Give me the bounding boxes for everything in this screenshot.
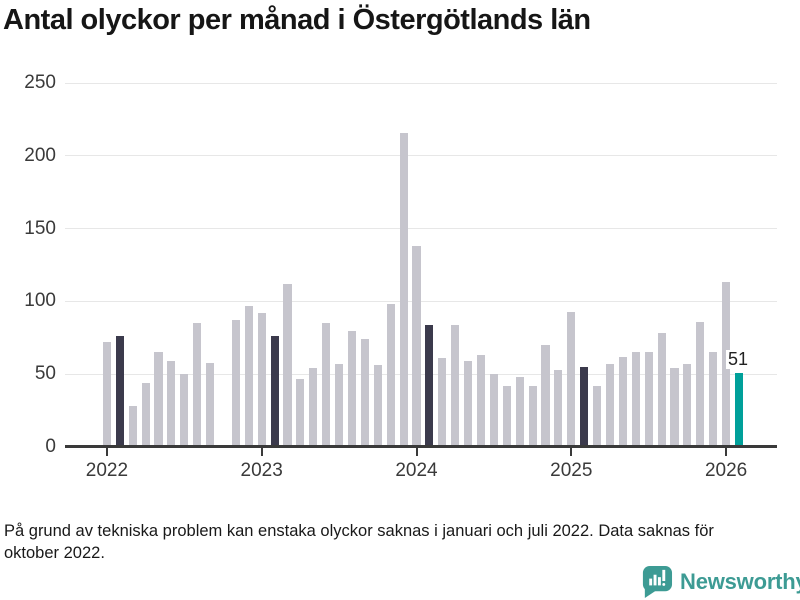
gridline [65, 300, 777, 302]
y-axis-tick-label: 150 [24, 217, 56, 239]
bar-2024-03 [438, 358, 447, 447]
bar-2025-08 [657, 333, 666, 447]
gridline [65, 373, 777, 375]
bar-2022-12 [244, 305, 253, 447]
bar-2025-06 [631, 352, 640, 447]
bar-2022-03 [128, 406, 137, 447]
bar-2025-11 [696, 321, 705, 447]
bar-2024-02 [425, 324, 434, 447]
bar-2023-07 [335, 364, 344, 447]
gridline [65, 155, 777, 157]
bar-2026-02 [734, 372, 744, 447]
plot-area: 0 50 100 150 200 250 2022 2023 2024 2025 2026 51 [24, 73, 777, 481]
bar-2022-11 [231, 320, 240, 447]
x-axis-tick [260, 447, 263, 456]
bar-2025-12 [709, 352, 718, 447]
bar-2023-09 [360, 339, 369, 447]
y-axis-tick-label: 50 [34, 363, 56, 385]
newsworthy-bubble-barchart-icon [642, 565, 673, 599]
bar-2025-02 [580, 366, 589, 447]
bar-2022-09 [206, 362, 215, 447]
bar-2023-04 [296, 378, 305, 447]
bar-2024-08 [502, 385, 511, 447]
bar-2023-12 [399, 132, 408, 447]
y-axis-tick-label: 100 [24, 290, 56, 312]
x-axis-tick [105, 447, 108, 456]
gridline [65, 82, 777, 84]
bar-2025-07 [644, 352, 653, 447]
bar-2025-01 [567, 311, 576, 447]
bar-2024-12 [554, 369, 563, 447]
bar-2024-11 [541, 345, 550, 447]
x-axis-tick [725, 447, 728, 456]
bar-2022-02 [115, 336, 124, 447]
y-axis-tick-label: 250 [24, 72, 56, 93]
bar-2023-08 [347, 330, 357, 447]
y-axis-tick-label: 200 [24, 144, 56, 166]
bar-2025-05 [618, 356, 627, 447]
bar-2022-07 [180, 374, 189, 447]
y-axis-tick-label: 0 [45, 436, 56, 457]
bar-2024-05 [464, 361, 473, 447]
bar-2023-01 [257, 313, 266, 447]
bar-2025-03 [593, 385, 602, 447]
bar-2023-05 [309, 368, 318, 447]
bar-2024-01 [412, 246, 421, 447]
bar-2025-09 [670, 368, 679, 447]
bar-2024-10 [528, 385, 537, 447]
bar-2022-08 [193, 323, 202, 447]
newsworthy-wordmark: Newsworthy [680, 569, 800, 594]
bar-2024-07 [489, 374, 498, 447]
bar-2023-03 [283, 283, 292, 447]
bar-2023-02 [270, 336, 279, 447]
newsworthy-logo[interactable]: Newsworthy [640, 565, 800, 599]
x-axis-line [65, 445, 777, 448]
bar-2024-04 [451, 324, 460, 447]
x-axis-year-label: 2022 [85, 460, 129, 481]
x-axis-tick [415, 447, 418, 456]
gridline [65, 228, 777, 230]
x-axis-tick [570, 447, 573, 456]
x-axis-year-label: 2024 [395, 460, 438, 481]
bar-2024-06 [476, 355, 486, 447]
x-axis-year-label: 2025 [550, 460, 593, 481]
x-axis-year-label: 2023 [240, 460, 283, 481]
bar-2022-04 [141, 382, 150, 447]
bar-2024-09 [515, 377, 524, 447]
bar-2022-06 [167, 361, 176, 447]
bar-2022-01 [102, 342, 111, 447]
bar-2023-11 [386, 304, 395, 447]
bar-2023-10 [373, 365, 382, 447]
bar-2022-05 [154, 352, 163, 447]
bar-2025-04 [605, 364, 615, 447]
footnote: På grund av tekniska problem kan enstaka… [4, 522, 714, 562]
x-axis-year-label: 2026 [704, 460, 748, 481]
chart-title: Antal olyckor per månad i Östergötlands … [3, 4, 591, 36]
latest-value-label: 51 [725, 348, 751, 369]
bar-2025-10 [683, 364, 692, 447]
bar-2023-06 [322, 323, 331, 447]
